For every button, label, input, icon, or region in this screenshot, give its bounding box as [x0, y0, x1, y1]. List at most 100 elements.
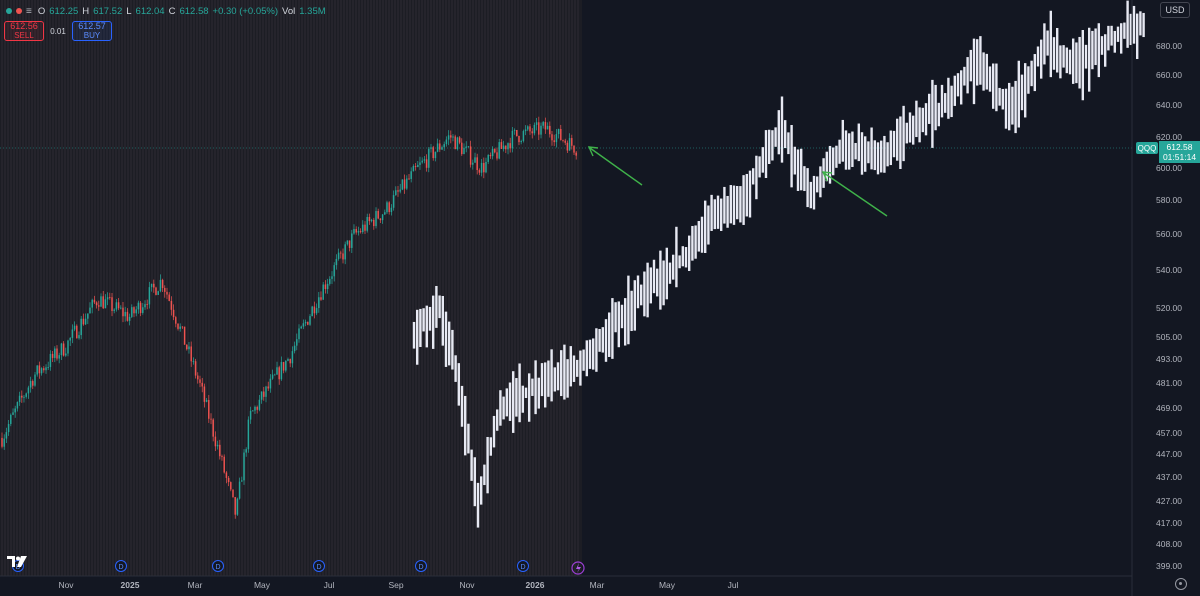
candle — [161, 278, 164, 292]
price-tick-label: 540.00 — [1156, 265, 1182, 275]
price-tick-label: 680.00 — [1156, 41, 1182, 51]
candle — [410, 167, 412, 183]
candle — [423, 156, 426, 164]
candle — [533, 122, 536, 136]
candle — [100, 293, 102, 307]
candle — [395, 186, 397, 196]
candle — [78, 331, 80, 340]
candle — [252, 410, 254, 412]
candle — [472, 159, 474, 170]
dividend-marker[interactable]: D — [115, 560, 127, 572]
candle — [254, 405, 256, 415]
candle — [27, 385, 30, 399]
candle — [82, 313, 85, 326]
candle — [256, 405, 258, 414]
candle — [188, 341, 190, 354]
candle — [489, 152, 492, 159]
price-tick-label: 447.00 — [1156, 449, 1182, 459]
candle — [205, 397, 208, 403]
price-axis[interactable]: 680.00 660.00 640.00 620.00 600.00 580.00 560.… — [1156, 41, 1182, 571]
candle — [54, 346, 56, 363]
candle — [258, 395, 261, 412]
candle — [146, 299, 148, 310]
price-tick-label: 469.00 — [1156, 403, 1182, 413]
candle — [21, 390, 23, 403]
price-tick-label: 457.00 — [1156, 428, 1182, 438]
candle — [388, 201, 390, 215]
candle — [192, 357, 195, 365]
candle — [166, 287, 168, 300]
candle — [465, 141, 467, 153]
sell-button[interactable]: 612.56 SELL — [4, 21, 44, 41]
candle — [511, 126, 514, 153]
menu-lines-icon[interactable]: ≡ — [26, 5, 32, 17]
dividend-marker[interactable]: D — [313, 560, 325, 572]
candle — [401, 179, 404, 191]
dividend-marker[interactable]: D — [415, 560, 427, 572]
candle — [359, 228, 362, 234]
candle — [1, 432, 3, 449]
candle — [298, 324, 300, 343]
candle — [496, 147, 498, 161]
candle — [544, 117, 547, 134]
candle — [263, 386, 265, 401]
price-tick-label: 408.00 — [1156, 539, 1182, 549]
candle — [87, 313, 89, 325]
candle — [177, 323, 179, 331]
candle — [522, 129, 525, 143]
time-axis[interactable]: Nov 2025 Mar May Jul Sep Nov 2026 Mar May Jul — [58, 580, 738, 590]
candle — [168, 292, 170, 302]
candle — [128, 313, 131, 326]
candle — [65, 347, 67, 357]
candle — [500, 139, 503, 150]
candle — [12, 408, 14, 416]
dividend-marker[interactable]: D — [212, 560, 224, 572]
candle — [148, 281, 151, 309]
candle — [293, 341, 296, 354]
candle — [447, 130, 450, 146]
time-tick-label: Mar — [188, 580, 203, 590]
currency-button[interactable]: USD — [1160, 2, 1190, 18]
candle — [25, 392, 27, 399]
time-tick-label: 2025 — [121, 580, 140, 590]
candle — [172, 304, 175, 321]
candle — [159, 274, 162, 293]
price-tick-label: 560.00 — [1156, 229, 1182, 239]
candle — [16, 401, 19, 412]
gear-icon[interactable] — [1175, 578, 1187, 590]
marker-label: D — [316, 564, 321, 571]
ohlc-legend: ≡ O 612.25 H 617.52 L 612.04 C 612.58 +0.30 … — [6, 4, 326, 18]
dividend-marker[interactable]: D — [517, 560, 529, 572]
candle — [73, 321, 76, 332]
candle — [109, 292, 111, 300]
candle — [80, 315, 82, 340]
candle — [370, 218, 373, 223]
candle — [348, 240, 351, 252]
candle — [445, 136, 448, 147]
candle — [538, 116, 540, 141]
buy-button[interactable]: 612.57 BUY — [72, 21, 112, 41]
candle — [555, 129, 558, 148]
candle — [540, 122, 542, 139]
candle — [181, 326, 184, 330]
candle — [7, 419, 10, 436]
candle — [560, 124, 562, 141]
bolt-icon[interactable] — [571, 561, 585, 575]
candle — [230, 481, 232, 492]
candle — [355, 226, 357, 235]
candle — [342, 248, 344, 264]
candle — [245, 447, 247, 457]
candle — [507, 142, 509, 155]
candle — [375, 207, 377, 229]
candle — [137, 300, 140, 314]
candle — [104, 294, 107, 309]
candle — [573, 145, 575, 155]
candle — [234, 496, 236, 519]
candle — [76, 324, 78, 339]
candle — [434, 151, 437, 162]
candle — [551, 131, 553, 146]
candle — [214, 431, 217, 452]
candle — [414, 163, 417, 171]
candle — [175, 315, 177, 328]
